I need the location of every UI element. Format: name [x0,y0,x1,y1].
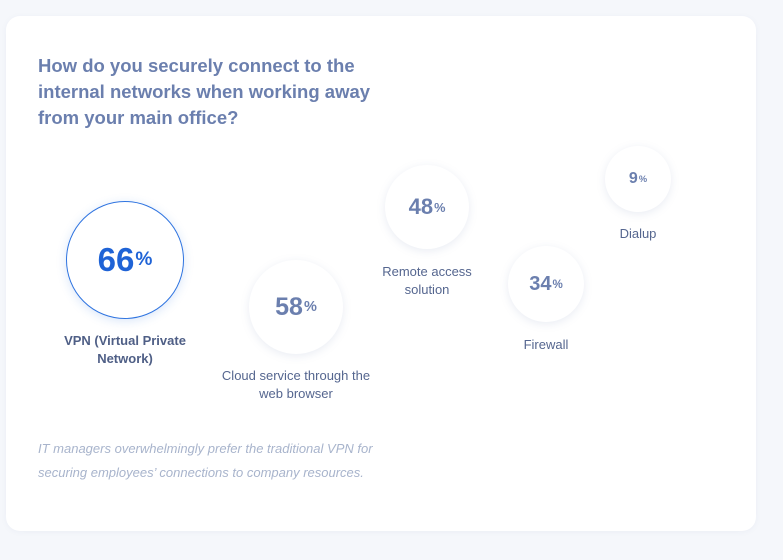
label-firewall: Firewall [523,337,569,352]
percent-sign: % [552,277,563,291]
bubble-remote-access-solution: 48% [385,165,469,249]
label-dialup: Dialup [619,226,657,241]
value-cloud-service-through-the-web-browser: 58 [275,292,303,321]
footnote: IT managers overwhelmingly prefer the tr… [38,441,373,480]
value-vpn-virtual-private-network: 66 [97,241,135,278]
bubble-vpn-virtual-private-network: 66% [66,201,184,319]
value-dialup: 9 [628,170,638,187]
percent-sign: % [303,299,317,315]
value-remote-access-solution: 48 [408,194,434,219]
value-firewall: 34 [529,272,552,295]
chart-title: How do you securely connect to the inter… [38,55,371,128]
percent-sign: % [434,199,446,215]
percent-sign: % [638,174,648,184]
label-remote-access-solution: Remote access solution [382,264,472,297]
label-vpn-virtual-private-network: VPN (Virtual Private Network) [64,333,186,366]
bubble-dialup: 9% [605,146,671,212]
bubble-cloud-service-through-the-web-browser: 58% [249,260,343,354]
label-cloud-service-through-the-web-browser: Cloud service through the web browser [221,368,371,401]
bubble-firewall: 34% [508,246,584,322]
percent-sign: % [135,249,153,270]
